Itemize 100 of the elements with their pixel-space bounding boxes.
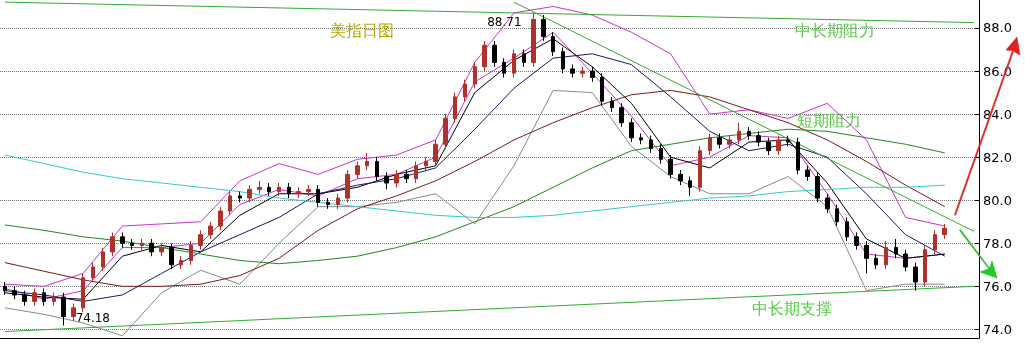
candlestick — [110, 232, 115, 257]
candlestick — [257, 180, 262, 195]
candlestick — [522, 49, 526, 68]
annotation: 中长期阻力 — [795, 20, 875, 40]
candlestick — [874, 253, 878, 270]
candlestick — [355, 160, 360, 180]
candlestick — [639, 132, 643, 145]
candlestick — [845, 216, 849, 242]
candlestick — [463, 79, 467, 102]
candlestick — [345, 169, 350, 203]
candlestick — [247, 184, 252, 203]
candlestick — [375, 156, 379, 182]
annotation: 中长期支撑 — [752, 298, 832, 318]
candlestick — [502, 57, 506, 78]
annotation: 88.71 — [487, 14, 522, 29]
candlestick — [238, 191, 242, 203]
candlestick — [815, 171, 820, 203]
candlestick — [140, 238, 144, 251]
candlestick — [854, 232, 859, 251]
candlestick — [296, 186, 301, 199]
candlestick — [747, 126, 751, 141]
candlestick — [365, 152, 369, 171]
y-tick-label: 76.0 — [983, 278, 1012, 294]
candlestick — [659, 143, 663, 165]
candlestick — [570, 64, 575, 78]
candlestick — [306, 184, 311, 197]
candlestick — [894, 238, 898, 259]
candlestick — [81, 272, 85, 313]
candlestick — [913, 262, 918, 292]
candlestick — [384, 171, 389, 190]
candlestick — [443, 113, 448, 150]
candlestick — [492, 40, 497, 68]
candlestick — [678, 169, 683, 186]
candlestick — [649, 135, 653, 154]
candlestick — [766, 137, 771, 156]
candlestick — [864, 240, 869, 274]
y-tick-label: 82.0 — [983, 149, 1012, 165]
candlestick — [561, 46, 565, 74]
candlestick — [835, 204, 839, 227]
candlestick — [825, 193, 830, 214]
candlestick — [610, 96, 614, 113]
candlestick — [727, 135, 732, 150]
candlestick — [179, 255, 183, 270]
candlestick — [394, 169, 399, 188]
candlestick — [512, 49, 516, 78]
candlestick — [433, 139, 438, 167]
candlestick — [120, 232, 125, 249]
candlestick — [580, 66, 585, 78]
candlestick — [756, 130, 761, 147]
candlestick — [287, 182, 291, 199]
candlestick — [629, 117, 634, 143]
y-tick-label: 80.0 — [983, 192, 1012, 208]
candlestick — [600, 72, 604, 106]
candlestick — [942, 223, 947, 240]
candlestick — [737, 122, 741, 145]
candlestick — [404, 169, 409, 184]
candlestick — [208, 221, 213, 240]
candlestick — [531, 12, 536, 68]
candlestick — [52, 292, 56, 307]
candlestick — [776, 135, 781, 156]
line-series — [4, 89, 946, 337]
candlestick — [414, 160, 418, 184]
candlestick — [169, 242, 174, 270]
candlestick — [218, 206, 223, 231]
candlestick — [796, 137, 800, 175]
candlestick — [698, 145, 702, 193]
candlestick — [786, 135, 790, 147]
annotation: 短期阻力 — [797, 110, 861, 130]
candlestick — [189, 240, 193, 266]
candlestick — [149, 238, 154, 257]
candlestick — [316, 184, 320, 208]
candlestick — [482, 40, 487, 72]
candlestick — [619, 102, 624, 128]
y-tick-label: 88.0 — [983, 20, 1012, 36]
candlestick — [590, 66, 595, 83]
candlestick — [101, 247, 105, 272]
candlestick — [198, 229, 203, 251]
candlestick — [424, 156, 428, 171]
candlestick — [91, 262, 95, 283]
candlestick — [903, 249, 908, 272]
text: 美指日图 — [330, 20, 394, 40]
line-series — [4, 89, 946, 287]
candlestick — [884, 240, 888, 270]
candlestick — [708, 132, 712, 156]
y-tick-label: 78.0 — [983, 235, 1012, 251]
candlestick — [805, 165, 810, 182]
candlestick — [541, 14, 546, 42]
candlestick — [933, 229, 937, 255]
candlestick — [130, 238, 134, 251]
candlestick — [228, 191, 232, 216]
candlestick — [453, 92, 457, 124]
line-series — [4, 128, 946, 265]
candlestick — [71, 303, 76, 322]
candlestick — [923, 244, 927, 287]
candlestick — [277, 182, 281, 197]
candlestick — [688, 176, 692, 197]
candlestick — [32, 287, 37, 307]
candlestick — [336, 193, 340, 210]
candlestick — [717, 132, 722, 150]
candlestick — [267, 182, 271, 197]
